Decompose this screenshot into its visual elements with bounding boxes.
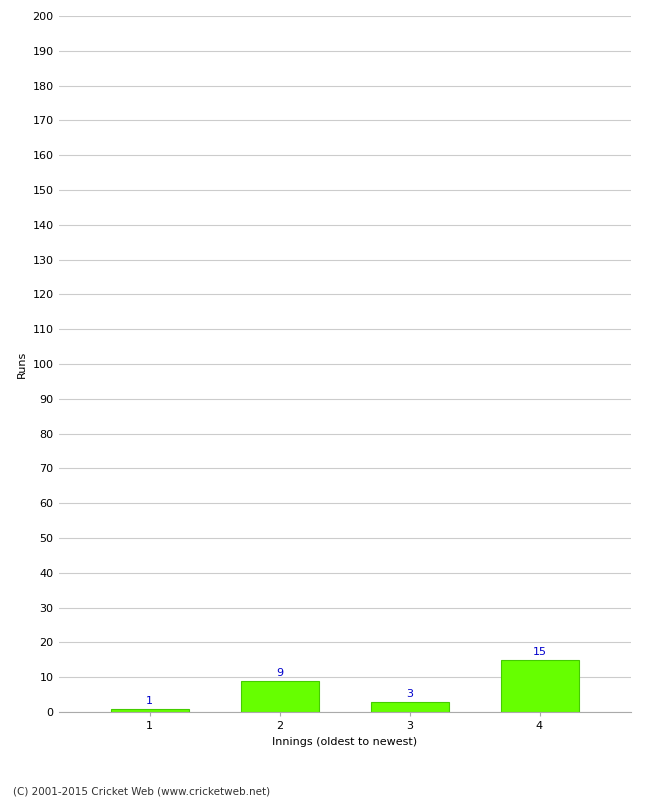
Text: 9: 9 <box>276 668 283 678</box>
Text: 15: 15 <box>532 647 547 657</box>
Y-axis label: Runs: Runs <box>17 350 27 378</box>
Bar <box>111 709 188 712</box>
Bar <box>370 702 448 712</box>
Text: (C) 2001-2015 Cricket Web (www.cricketweb.net): (C) 2001-2015 Cricket Web (www.cricketwe… <box>13 786 270 796</box>
X-axis label: Innings (oldest to newest): Innings (oldest to newest) <box>272 737 417 746</box>
Text: 1: 1 <box>146 696 153 706</box>
Bar <box>240 681 318 712</box>
Bar <box>500 660 578 712</box>
Text: 3: 3 <box>406 689 413 698</box>
